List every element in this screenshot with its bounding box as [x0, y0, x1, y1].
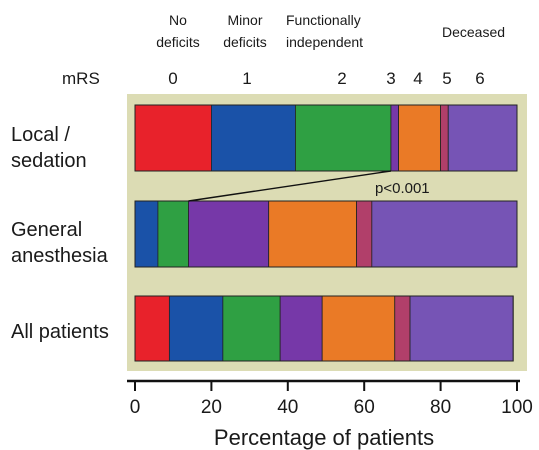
- category-label: Local /: [11, 124, 70, 146]
- x-ticks: 0 20 40 60 80 100: [130, 381, 533, 418]
- mrs-score-label: 6: [475, 69, 484, 88]
- bar-segment: [440, 104, 449, 172]
- bar-segment: [268, 200, 357, 268]
- group-label: Minor: [227, 12, 262, 28]
- bar-segment: [321, 295, 396, 362]
- category-label: anesthesia: [11, 245, 109, 267]
- group-label: Deceased: [442, 24, 505, 40]
- bar-segment: [168, 295, 224, 362]
- mrs-score-label: 5: [442, 69, 451, 88]
- bar-segment: [279, 295, 323, 362]
- bar-segment: [356, 200, 373, 268]
- bar-outline: [134, 200, 518, 268]
- bar-outline: [134, 295, 514, 362]
- header-group: No deficits Minor deficits Functionally indep…: [156, 12, 505, 50]
- mrs-label: mRS: [62, 69, 100, 88]
- x-tick-label: 0: [130, 397, 141, 418]
- bar-segment: [188, 200, 270, 268]
- x-axis-label: Percentage of patients: [214, 425, 434, 450]
- bar-outline: [134, 104, 518, 172]
- bar-segment: [371, 200, 518, 268]
- bars-layer: [134, 104, 518, 362]
- category-labels: Local / sedation General anesthesia All pati…: [11, 124, 109, 343]
- category-label: General: [11, 219, 82, 241]
- mrs-score-label: 3: [386, 69, 395, 88]
- bar-segment: [210, 104, 296, 172]
- x-tick-label: 40: [277, 397, 298, 418]
- bar-segment: [398, 104, 441, 172]
- mrs-score-label: 0: [168, 69, 177, 88]
- bar-segment: [157, 200, 189, 268]
- mrs-score-label: 1: [242, 69, 251, 88]
- x-tick-label: 60: [354, 397, 375, 418]
- group-label: Functionally: [286, 12, 361, 28]
- bar-segment: [134, 200, 159, 268]
- bar-segment: [222, 295, 281, 362]
- bar-segment: [134, 295, 170, 362]
- bar-segment: [134, 104, 212, 172]
- category-label: sedation: [11, 150, 87, 172]
- bar-segment: [390, 104, 399, 172]
- group-label: No: [169, 12, 187, 28]
- bar-segment: [295, 104, 392, 172]
- x-tick-label: 20: [201, 397, 222, 418]
- group-label: deficits: [223, 34, 267, 50]
- bar-segment: [409, 295, 514, 362]
- connector-line: [188, 170, 392, 202]
- x-tick-label: 100: [501, 397, 533, 418]
- group-label: deficits: [156, 34, 200, 50]
- category-label: All patients: [11, 321, 109, 343]
- mrs-score-label: 2: [337, 69, 346, 88]
- bar-segment: [447, 104, 518, 172]
- group-label: independent: [286, 34, 363, 50]
- x-tick-label: 80: [430, 397, 451, 418]
- bar-segment: [394, 295, 411, 362]
- p-value-annotation: p<0.001: [375, 180, 430, 197]
- mrs-score-label: 4: [413, 69, 422, 88]
